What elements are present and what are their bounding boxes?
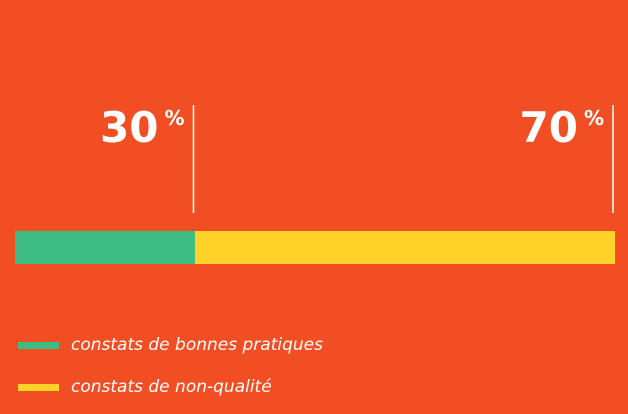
legend: constats de bonnes pratiques constats de… xyxy=(18,330,323,414)
data-label-value-non-quality: 70 xyxy=(520,103,578,152)
legend-label-good-practices: constats de bonnes pratiques xyxy=(71,335,323,355)
data-label-good-practices: 30% xyxy=(100,103,185,152)
bar-segment-non-quality xyxy=(195,231,615,264)
data-label-value-good-practices: 30 xyxy=(100,103,158,152)
stacked-bar-chart: 30% 70% xyxy=(15,103,615,264)
data-label-non-quality: 70% xyxy=(520,103,605,152)
bar-segment-good-practices xyxy=(15,231,195,264)
data-label-unit-non-quality: % xyxy=(584,106,604,130)
legend-item-non-quality: constats de non-qualité xyxy=(18,372,323,402)
legend-swatch-non-quality xyxy=(18,383,59,391)
legend-label-non-quality: constats de non-qualité xyxy=(71,377,272,397)
legend-swatch-good-practices xyxy=(18,341,59,349)
legend-item-good-practices: constats de bonnes pratiques xyxy=(18,330,323,360)
data-label-unit-good-practices: % xyxy=(164,106,184,130)
